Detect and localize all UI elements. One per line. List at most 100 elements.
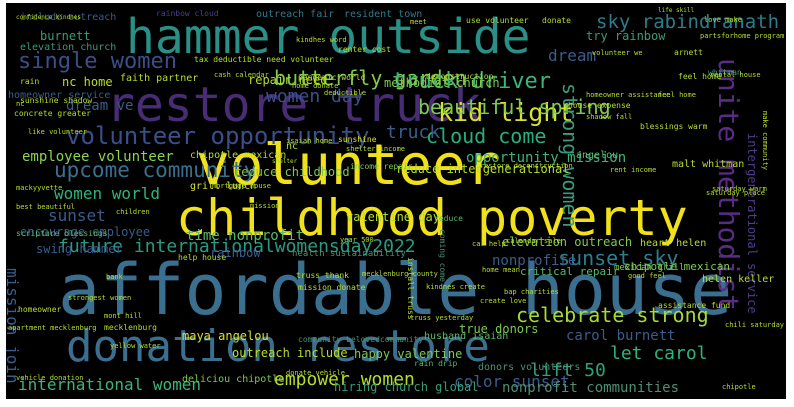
word: true donors: [459, 322, 539, 336]
word: isaiah home: [286, 137, 333, 145]
word: women world: [54, 184, 160, 203]
word: resident town: [344, 9, 423, 20]
word: volunteer opportunity: [66, 122, 370, 150]
word: sunshine shadow: [20, 96, 93, 105]
word: employee volunteer: [22, 149, 174, 165]
word: hammer outside: [126, 9, 531, 65]
word: mexican grill: [614, 263, 685, 273]
word: donation restore: [66, 321, 490, 372]
word: childhood poverty: [176, 189, 688, 247]
word: repair need: [248, 73, 328, 87]
word: methodist church: [384, 76, 500, 90]
word: angelou: [576, 150, 619, 161]
word: let carol: [610, 343, 708, 364]
word: love make: [704, 16, 742, 24]
word: deductible: [324, 89, 367, 97]
word: create love: [480, 297, 527, 305]
word: nonprofite: [492, 253, 577, 269]
word: homeowner assistance: [586, 91, 671, 99]
word: best beautiful: [16, 203, 76, 211]
word: health sustainability: [292, 249, 406, 259]
word: grill lunch: [190, 181, 257, 192]
word: bap charities: [504, 288, 559, 296]
word: tax deductible need volunteer: [194, 55, 334, 64]
word: truss thank: [296, 271, 349, 280]
word: pandemic world: [298, 73, 366, 82]
word: affordable house: [58, 249, 733, 331]
word: single women: [18, 49, 177, 74]
word: swing hammer: [36, 242, 123, 256]
word: arnett: [674, 48, 703, 57]
word: reduce childhood: [234, 165, 350, 179]
word: use volunteer: [466, 16, 529, 25]
word: rain: [20, 77, 40, 86]
word: empower women: [274, 369, 415, 390]
word: sunset: [48, 206, 106, 225]
word: concrete greater: [14, 109, 92, 118]
word: nc: [16, 100, 25, 108]
word: feel home: [658, 91, 696, 99]
word: help house: [178, 253, 227, 262]
word: burnett: [40, 29, 91, 43]
word: coming come: [438, 229, 447, 282]
word: mecklenburg county: [362, 270, 438, 278]
word: donate vehicle: [286, 369, 346, 377]
word: truck driver: [392, 69, 551, 94]
word: shadow fall: [586, 113, 633, 121]
word: elevation outreach: [502, 235, 633, 249]
word: calendar sale: [506, 237, 561, 245]
word: volunteer we: [592, 49, 643, 57]
word: truss yesterday: [410, 314, 474, 322]
word: upcome community: [54, 158, 257, 182]
word: hiring church global: [334, 380, 479, 394]
word: time nonprofit: [186, 228, 305, 244]
word: truck: [386, 122, 441, 143]
word: donate: [542, 16, 571, 25]
word: cash calendar: [214, 71, 269, 79]
word: saturday place: [706, 189, 766, 197]
word: opportunity mission: [466, 150, 627, 166]
word: renter cost: [338, 45, 391, 54]
word: outreach include: [232, 346, 348, 360]
word: nc: [286, 141, 299, 152]
word: year 500: [340, 236, 374, 244]
word: rainbow cloud: [156, 9, 219, 18]
word: mission: [250, 202, 280, 210]
word: house expense: [568, 101, 631, 110]
word: faith partner: [120, 73, 199, 84]
word: intergenerational service: [745, 133, 759, 314]
word: include outreach: [20, 12, 117, 23]
word: mission donate: [298, 283, 366, 292]
word: future internationalwomensday2022: [58, 236, 416, 257]
word: try rainbow: [586, 29, 666, 43]
word: install truss: [406, 257, 415, 320]
word: saturday warm: [712, 185, 767, 193]
word: blessings warm: [640, 122, 708, 131]
word: homeowner service: [8, 90, 111, 101]
word: nonprofit communities: [502, 380, 680, 396]
word: reduce: [434, 214, 463, 223]
word: carol burnett: [566, 328, 676, 344]
word: life skill: [658, 7, 695, 14]
word: chipotle: [722, 383, 756, 391]
word: community belovedcommunity: [298, 335, 424, 344]
word: volunteer: [196, 133, 500, 198]
word: heart helen: [640, 238, 707, 249]
word: sky rabindranath: [596, 11, 780, 33]
word: mecklenburg: [104, 323, 157, 332]
word: shelter income: [346, 145, 406, 153]
word: whitman: [708, 68, 742, 77]
word: kindnes create: [426, 283, 486, 291]
word: dream ve: [66, 98, 134, 114]
word: rental house: [710, 71, 761, 79]
word: rainbow: [210, 246, 261, 260]
word: bank: [106, 273, 123, 281]
word: meet: [410, 18, 427, 26]
word: butterfly garden: [274, 66, 467, 90]
word: mackyyvette: [16, 184, 63, 192]
word: chili saturday: [725, 321, 785, 329]
word: cloud come: [426, 124, 547, 148]
word: critical repair: [520, 265, 620, 278]
word: rain drip: [414, 359, 458, 368]
word: international women: [18, 375, 202, 394]
